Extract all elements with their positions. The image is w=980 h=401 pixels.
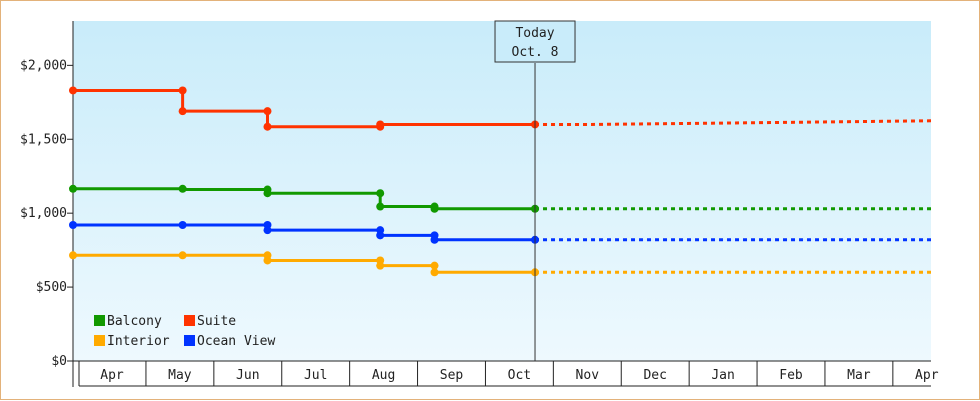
x-tick-label: Aug [372,368,395,383]
y-tick-label: $0 [51,354,67,369]
data-point-balcony [376,202,385,211]
data-point-interior [430,268,439,277]
data-point-interior [430,261,439,270]
data-point-interior [69,251,77,260]
legend-label-suite: Suite [197,314,236,329]
x-tick-label: Apr [915,368,939,383]
x-tick-label: Oct [508,368,531,383]
data-point-suite [69,86,77,95]
y-tick-label: $2,000 [20,58,67,73]
legend-label-interior: Interior [107,334,170,349]
today-box [494,20,576,63]
x-tick-label: Feb [779,368,803,383]
data-point-balcony [430,204,439,213]
x-tick-label: May [168,368,192,383]
y-tick-label: $500 [36,280,67,295]
y-tick-label: $1,500 [20,132,67,147]
data-point-balcony [376,189,385,198]
data-point-suite [178,107,187,116]
legend-swatch-balcony [94,315,105,326]
x-tick-label: Mar [847,368,871,383]
x-tick-label: Jan [711,368,734,383]
data-point-ocean-view [69,221,77,229]
data-point-ocean-view [430,235,439,244]
x-tick-label: Sep [440,368,464,383]
legend-swatch-ocean-view [184,335,195,346]
today-label: Today [515,26,554,41]
data-point-interior [178,251,187,260]
data-point-suite [263,107,272,116]
data-point-interior [263,256,272,265]
data-point-balcony [178,184,187,193]
data-point-ocean-view [376,231,385,240]
x-tick-label: Apr [100,368,124,383]
y-tick-label: $1,000 [20,206,67,221]
data-point-ocean-view [178,221,187,229]
x-tick-label: Nov [576,368,600,383]
legend-swatch-interior [94,335,105,346]
data-point-ocean-view [263,226,272,235]
data-point-balcony [263,189,272,198]
data-point-interior [376,261,385,270]
x-tick-label: Dec [643,368,666,383]
x-tick-label: Jul [304,368,327,383]
today-date: Oct. 8 [512,45,559,60]
data-point-suite [178,86,187,95]
data-point-suite [263,122,272,131]
data-point-suite [376,120,385,129]
legend-label-ocean-view: Ocean View [197,334,275,349]
legend-swatch-suite [184,315,195,326]
legend-label-balcony: Balcony [107,314,162,329]
x-tick-label: Jun [236,368,259,383]
series-projection-suite [535,119,932,126]
data-point-balcony [69,184,77,193]
